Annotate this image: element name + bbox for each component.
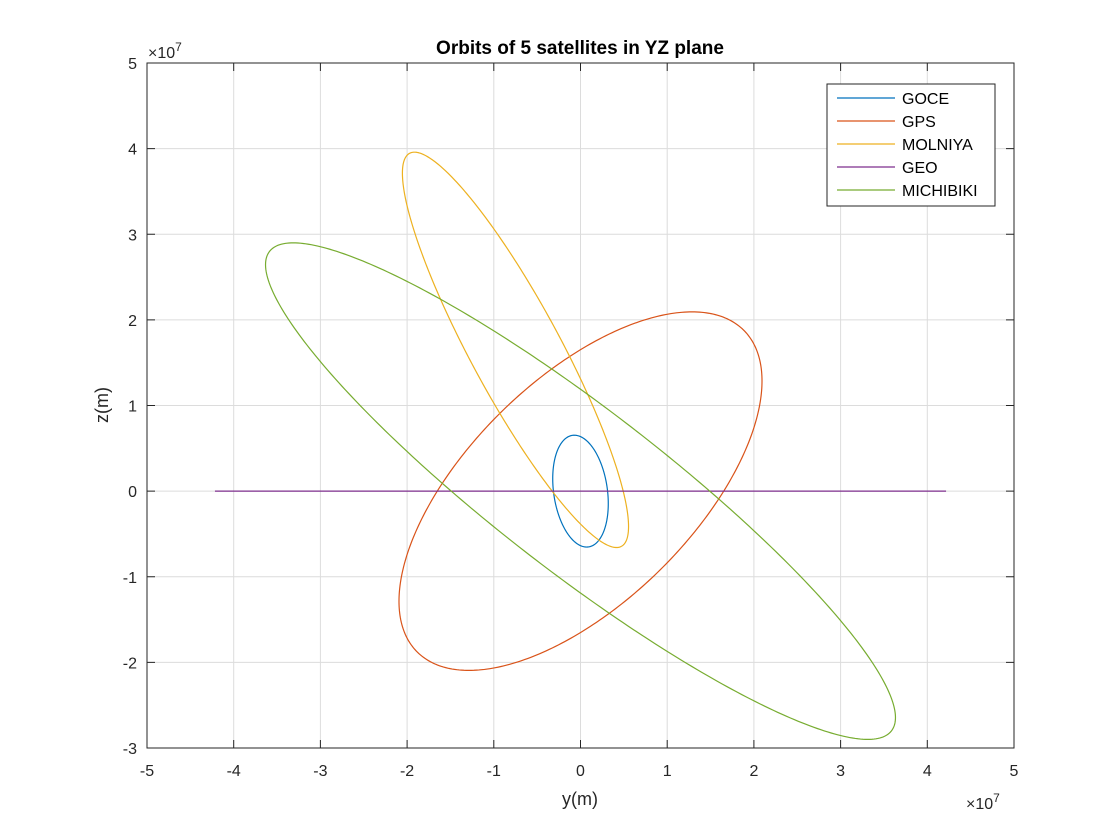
series-layer — [214, 151, 947, 741]
y-tick-labels: -3 -2 -1 0 1 2 3 4 5 — [123, 56, 137, 758]
x-scale-power: 7 — [993, 791, 1000, 805]
series-molniya-orbit — [401, 151, 630, 549]
y-tick-label: -1 — [123, 570, 137, 587]
x-tick-label: -3 — [313, 763, 327, 780]
chart-title: Orbits of 5 satellites in YZ plane — [436, 38, 724, 59]
legend: GOCE GPS MOLNIYA GEO MICHIBIKI — [826, 83, 996, 207]
series-gps-orbit — [398, 311, 763, 671]
y-tick-label: 3 — [128, 227, 137, 244]
x-tick-label: 1 — [663, 763, 672, 780]
y-tick-label: -2 — [123, 655, 137, 672]
x-tick-label: -1 — [487, 763, 501, 780]
x-tick-label: -5 — [140, 763, 154, 780]
legend-item-molniya-label: MOLNIYA — [902, 137, 973, 154]
series-michibiki-orbit — [264, 242, 897, 741]
x-tick-label: -4 — [227, 763, 241, 780]
y-tick-label: 4 — [128, 142, 137, 159]
legend-item-michibiki-label: MICHIBIKI — [902, 183, 978, 200]
x-tick-label: 0 — [576, 763, 585, 780]
y-scale-power: 7 — [175, 40, 182, 54]
y-tick-label: -3 — [123, 741, 137, 758]
y-tick-label: 2 — [128, 313, 137, 330]
y-scale-exponent: ×107 — [148, 40, 182, 62]
legend-item-goce-label: GOCE — [902, 91, 949, 108]
x-tick-label: 2 — [749, 763, 758, 780]
y-tick-label: 5 — [128, 56, 137, 73]
x-tick-label: -2 — [400, 763, 414, 780]
legend-items: GOCE GPS MOLNIYA GEO MICHIBIKI — [837, 91, 978, 200]
legend-item-geo-label: GEO — [902, 160, 938, 177]
y-tick-label: 1 — [128, 399, 137, 416]
series-goce-orbit — [552, 434, 609, 548]
x-tick-labels: -5 -4 -3 -2 -1 0 1 2 3 4 5 — [140, 763, 1019, 780]
x-scale-exponent: ×107 — [966, 791, 1000, 813]
x-axis-title: y(m) — [562, 789, 598, 809]
x-tick-label: 3 — [836, 763, 845, 780]
y-scale-base: ×10 — [148, 45, 175, 62]
x-tick-label: 4 — [923, 763, 932, 780]
x-tick-label: 5 — [1010, 763, 1019, 780]
legend-item-gps-label: GPS — [902, 114, 936, 131]
legend-box — [826, 83, 996, 207]
tick-marks — [146, 62, 1015, 749]
x-scale-base: ×10 — [966, 796, 993, 813]
y-tick-label: 0 — [128, 484, 137, 501]
y-axis-title: z(m) — [92, 387, 112, 423]
